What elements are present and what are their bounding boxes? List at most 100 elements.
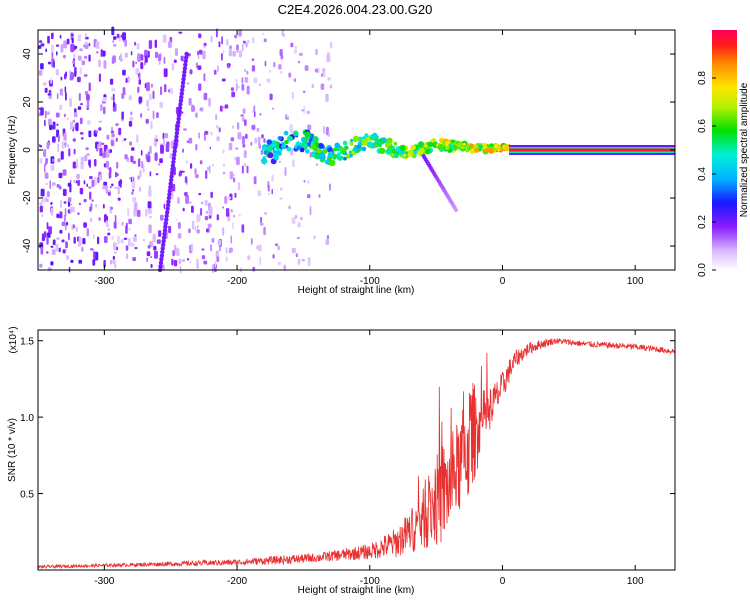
streak-point bbox=[161, 242, 166, 247]
noise-cell bbox=[213, 69, 217, 75]
noise-cell bbox=[100, 49, 103, 57]
noise-cell bbox=[240, 114, 244, 117]
noise-cell bbox=[222, 206, 224, 209]
carrier-point bbox=[316, 148, 322, 154]
noise-cell bbox=[156, 112, 159, 119]
noise-cell bbox=[62, 169, 67, 176]
noise-cell bbox=[321, 68, 326, 72]
noise-cell bbox=[234, 192, 237, 198]
noise-cell bbox=[99, 147, 103, 157]
noise-cell bbox=[137, 53, 141, 62]
streak-point bbox=[176, 113, 182, 118]
noise-cell bbox=[211, 238, 215, 243]
noise-cell bbox=[133, 236, 137, 242]
noise-cell bbox=[111, 183, 114, 187]
noise-cell bbox=[198, 33, 202, 39]
noise-cell bbox=[244, 68, 247, 73]
noise-cell bbox=[189, 201, 192, 204]
streak-point bbox=[166, 199, 171, 204]
noise-cell bbox=[91, 199, 94, 202]
noise-cell bbox=[105, 160, 109, 168]
noise-cell bbox=[103, 236, 108, 243]
noise-cell bbox=[216, 214, 220, 221]
noise-cell bbox=[78, 236, 82, 246]
carrier-point bbox=[351, 150, 356, 155]
snr-x-ticks: -300 -200 -100 0 100 bbox=[94, 330, 644, 587]
noise-cell bbox=[107, 228, 110, 231]
noise-cell bbox=[59, 34, 62, 39]
noise-cell bbox=[75, 158, 78, 167]
streak-point bbox=[169, 170, 175, 175]
noise-cell bbox=[39, 145, 43, 148]
streak-point bbox=[169, 174, 174, 179]
noise-cell bbox=[87, 120, 91, 125]
noise-cell bbox=[263, 226, 266, 236]
figure-title: C2E4.2026.004.23.00.G20 bbox=[278, 2, 433, 17]
noise-cell bbox=[109, 186, 112, 189]
noise-cell bbox=[216, 124, 219, 129]
noise-cell bbox=[197, 65, 202, 70]
carrier-point bbox=[284, 139, 289, 145]
noise-cell bbox=[323, 125, 325, 134]
noise-cell bbox=[241, 43, 244, 51]
y-tick-label: 40 bbox=[22, 48, 33, 60]
carrier-point bbox=[307, 142, 311, 147]
noise-cell bbox=[209, 165, 211, 174]
carrier-point bbox=[349, 141, 354, 146]
noise-cell bbox=[148, 224, 152, 234]
spectrogram-x-ticks: -300 -200 -100 0 100 bbox=[94, 30, 644, 287]
noise-cell bbox=[111, 26, 115, 36]
streak-point bbox=[181, 77, 186, 82]
noise-cell bbox=[56, 51, 58, 56]
noise-cell bbox=[252, 266, 256, 272]
noise-cell bbox=[216, 256, 220, 263]
noise-cell bbox=[224, 104, 229, 109]
noise-cell bbox=[178, 171, 182, 177]
noise-cell bbox=[51, 44, 54, 53]
noise-cell bbox=[86, 228, 89, 237]
noise-cell bbox=[114, 251, 117, 255]
noise-cell bbox=[67, 182, 72, 187]
noise-cell bbox=[301, 258, 305, 262]
noise-cell bbox=[94, 204, 98, 208]
streak-point bbox=[158, 264, 163, 269]
noise-cell bbox=[86, 153, 90, 157]
noise-cell bbox=[77, 179, 81, 186]
noise-cell bbox=[124, 39, 127, 47]
noise-cell bbox=[146, 99, 149, 107]
streak-point bbox=[173, 141, 178, 147]
noise-cell bbox=[45, 161, 47, 166]
streak-point bbox=[160, 249, 165, 255]
noise-cell bbox=[215, 250, 219, 258]
noise-cell bbox=[88, 186, 92, 189]
noise-cell bbox=[113, 221, 117, 229]
noise-cell bbox=[201, 201, 204, 205]
noise-cell bbox=[77, 55, 82, 61]
noise-cell bbox=[325, 239, 330, 245]
noise-cell bbox=[199, 160, 203, 165]
noise-cell bbox=[326, 126, 329, 136]
carrier-point bbox=[362, 136, 366, 140]
noise-cell bbox=[128, 95, 132, 101]
noise-cell bbox=[63, 40, 68, 49]
noise-cell bbox=[295, 253, 298, 258]
noise-cell bbox=[168, 89, 170, 93]
noise-cell bbox=[51, 158, 55, 162]
noise-cell bbox=[192, 105, 196, 112]
noise-cell bbox=[241, 224, 245, 233]
noise-cell bbox=[230, 137, 235, 142]
carrier-point bbox=[457, 141, 463, 148]
noise-cell bbox=[198, 192, 202, 196]
noise-cell bbox=[122, 69, 126, 76]
noise-cell bbox=[43, 231, 47, 238]
carrier-point bbox=[324, 159, 330, 165]
snr-series-line bbox=[37, 338, 676, 570]
noise-cell bbox=[254, 137, 257, 144]
noise-cell bbox=[46, 251, 49, 254]
noise-cell bbox=[69, 71, 74, 81]
noise-cell bbox=[183, 128, 187, 131]
noise-cell bbox=[123, 138, 127, 141]
carrier-point bbox=[286, 146, 292, 152]
noise-cell bbox=[62, 188, 67, 196]
noise-cell bbox=[163, 68, 168, 78]
